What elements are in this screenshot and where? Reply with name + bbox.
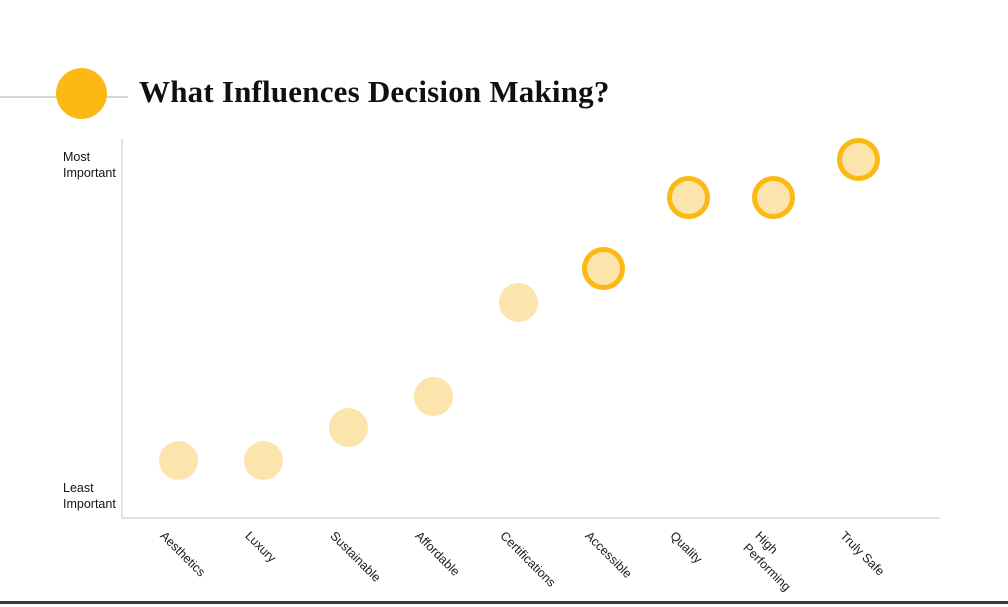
brand-dot-icon [56, 68, 107, 119]
bubble-luxury [243, 440, 283, 480]
x-label-luxury: Luxury [242, 528, 279, 566]
y-axis-label-least-important: Least Important [63, 481, 116, 511]
y-axis-line [121, 139, 123, 518]
x-label-certifications: Certifications [497, 528, 559, 590]
x-label-accessible: Accessible [582, 528, 635, 581]
page-title: What Influences Decision Making? [139, 74, 610, 109]
x-label-high-performing: High Performing [740, 528, 794, 594]
x-label-affordable: Affordable [412, 528, 463, 579]
y-axis-label-most-important: Most Important [63, 150, 116, 180]
x-label-aesthetics: Aesthetics [157, 528, 209, 580]
bubble-certifications [498, 282, 538, 322]
x-label-truly-safe: Truly Safe [837, 528, 888, 579]
x-label-quality: Quality [667, 528, 705, 567]
bubble-sustainable [328, 407, 368, 447]
bubble-high-performing [751, 175, 795, 219]
bubble-truly-safe [836, 137, 880, 181]
x-label-sustainable: Sustainable [327, 528, 384, 585]
bubble-aesthetics [158, 440, 198, 480]
bottom-rule [0, 601, 1008, 604]
bubble-accessible [581, 246, 625, 290]
x-axis-line [121, 517, 940, 519]
bubble-quality [666, 175, 710, 219]
bubble-affordable [413, 376, 453, 416]
